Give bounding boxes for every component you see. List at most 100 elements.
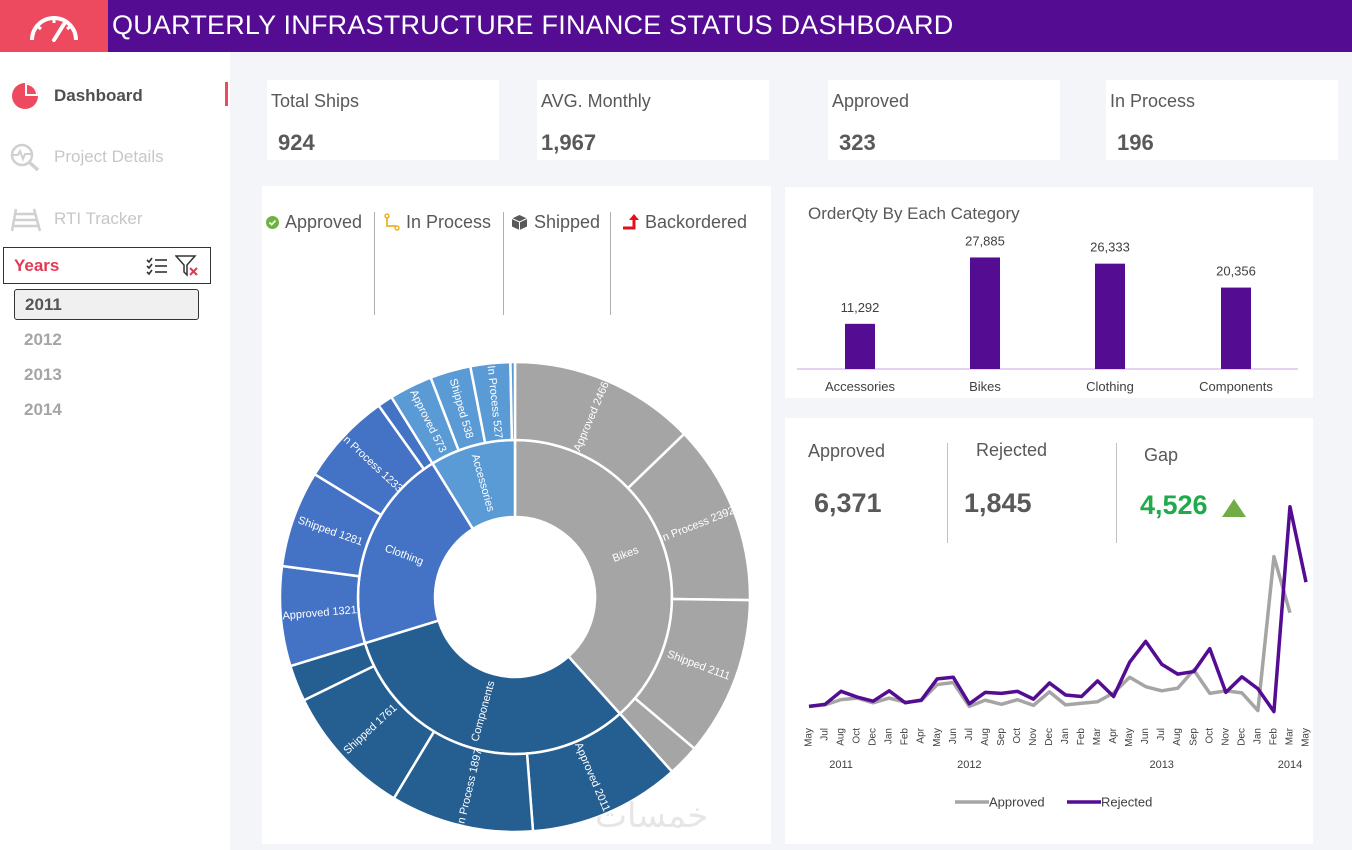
year-option-2012[interactable]: 2012: [24, 329, 62, 349]
x-month-label: Aug: [836, 728, 847, 746]
x-month-label: Aug: [1172, 728, 1183, 746]
rejected-total-value: 1,845: [964, 488, 1032, 518]
x-month-label: May: [804, 728, 815, 747]
kpi-label: Approved: [832, 91, 910, 111]
rail-track-icon: [10, 204, 44, 234]
up-triangle-icon: [1222, 499, 1246, 517]
nav-label: Project Details: [54, 147, 164, 166]
header-bar: QUARTERLY INFRASTRUCTURE FINANCE STATUS …: [0, 0, 1352, 52]
kpi-value: 1,967: [541, 130, 597, 155]
watermark-text: خمسات: [595, 796, 709, 836]
legend-in-process: In Process: [384, 210, 491, 234]
legend-label: Rejected: [1101, 795, 1152, 810]
approval-trend-panel: [785, 418, 1313, 844]
kpi-card-total-ships: Total Ships 924: [267, 80, 499, 160]
x-month-label: Apr: [1108, 727, 1119, 743]
year-option-2013[interactable]: 2013: [24, 364, 62, 384]
x-month-label: Jul: [820, 728, 831, 741]
legend-label: Approved: [285, 211, 363, 232]
x-year-label: 2013: [1149, 759, 1173, 771]
legend-backordered: Backordered: [622, 210, 747, 234]
kpi-label: In Process: [1110, 91, 1196, 111]
process-path-icon: [384, 213, 400, 231]
sidebar: Dashboard Project Details: [0, 52, 230, 850]
bar-value-label: 20,356: [1216, 264, 1256, 279]
x-month-label: Aug: [980, 728, 991, 746]
check-circle-icon: [266, 215, 279, 229]
x-year-label: 2011: [829, 759, 853, 771]
active-nav-indicator: [225, 82, 228, 106]
year-option-2014[interactable]: 2014: [24, 399, 62, 419]
legend-label: Backordered: [645, 211, 748, 232]
backorder-arrow-icon: [623, 213, 639, 229]
x-month-label: Oct: [1012, 728, 1023, 744]
x-month-label: May: [932, 728, 943, 747]
x-month-label: Jan: [1252, 728, 1263, 744]
nav-label: RTI Tracker: [54, 209, 143, 228]
kpi-value: 196: [1117, 130, 1154, 155]
x-month-label: Feb: [900, 728, 911, 746]
approved-total-value: 6,371: [814, 488, 882, 518]
bar-chart: 11,292 Accessories 27,885 Bikes 26,333 Clothi…: [797, 233, 1298, 394]
multi-select-icon[interactable]: [142, 251, 172, 281]
x-month-label: Oct: [852, 728, 863, 744]
x-month-label: Feb: [1268, 728, 1279, 746]
bar-bikes[interactable]: [970, 257, 1000, 369]
x-month-label: Dec: [868, 728, 879, 746]
x-month-label: Oct: [1204, 728, 1215, 744]
line-chart: May Jul Aug Oct Dec Jan Feb Apr May Jun Jul Aug Sep O…: [804, 504, 1312, 810]
x-year-label: 2012: [957, 759, 981, 771]
line-series-approved[interactable]: [808, 554, 1292, 713]
legend-approved: Approved: [266, 210, 362, 234]
x-month-label: Nov: [1028, 728, 1039, 746]
magnify-graph-icon: [10, 142, 44, 172]
x-month-label: Jul: [1156, 728, 1167, 741]
legend-label: Shipped: [534, 211, 601, 232]
legend-shipped: Shipped: [511, 210, 600, 234]
divider: [1116, 443, 1117, 543]
bar-accessories[interactable]: [845, 323, 875, 369]
nav-label: Dashboard: [54, 86, 143, 105]
sunburst-status-slice[interactable]: [509, 360, 517, 442]
nav-item-project-details[interactable]: Project Details: [10, 140, 225, 174]
x-month-label: Sep: [996, 728, 1007, 746]
bar-value-label: 11,292: [841, 300, 880, 315]
approved-total-label: Approved: [808, 441, 886, 461]
clear-filter-icon[interactable]: [172, 251, 202, 281]
x-month-label: Jul: [964, 728, 975, 741]
bar-category-label: Bikes: [969, 379, 1001, 394]
line-series-rejected[interactable]: [808, 504, 1308, 714]
x-month-label: Mar: [1284, 727, 1295, 745]
bar-chart-title: OrderQty By Each Category: [808, 204, 1020, 223]
year-option-2011[interactable]: 2011: [14, 289, 199, 320]
legend-label: Approved: [989, 795, 1045, 810]
x-month-label: Nov: [1220, 728, 1231, 746]
bar-category-label: Components: [1199, 379, 1273, 394]
x-month-label: May: [1124, 728, 1135, 747]
kpi-value: 323: [839, 130, 876, 155]
bar-category-label: Clothing: [1086, 379, 1134, 394]
speedometer-icon[interactable]: [0, 0, 108, 52]
gap-value: 4,526: [1140, 490, 1208, 520]
x-month-label: Dec: [1236, 728, 1247, 746]
x-month-label: Jan: [884, 728, 895, 744]
bar-clothing[interactable]: [1095, 263, 1125, 369]
nav-item-rti-tracker[interactable]: RTI Tracker: [10, 202, 225, 236]
bar-value-label: 26,333: [1090, 240, 1130, 255]
bar-category-label: Accessories: [825, 379, 896, 394]
legend-label: In Process: [406, 211, 492, 232]
x-month-label: Jun: [948, 728, 959, 744]
bar-value-label: 27,885: [965, 233, 1005, 248]
gap-label: Gap: [1144, 445, 1179, 465]
nav-item-dashboard[interactable]: Dashboard: [10, 79, 225, 113]
rejected-total-label: Rejected: [976, 440, 1048, 460]
legend-divider: [610, 212, 611, 315]
legend-divider: [503, 212, 504, 315]
box-icon: [511, 214, 528, 230]
x-month-label: Jan: [1060, 728, 1071, 744]
bar-components[interactable]: [1221, 287, 1251, 369]
x-year-label: 2014: [1278, 759, 1302, 771]
slicer-title: Years: [14, 255, 60, 275]
kpi-value: 924: [278, 130, 315, 155]
